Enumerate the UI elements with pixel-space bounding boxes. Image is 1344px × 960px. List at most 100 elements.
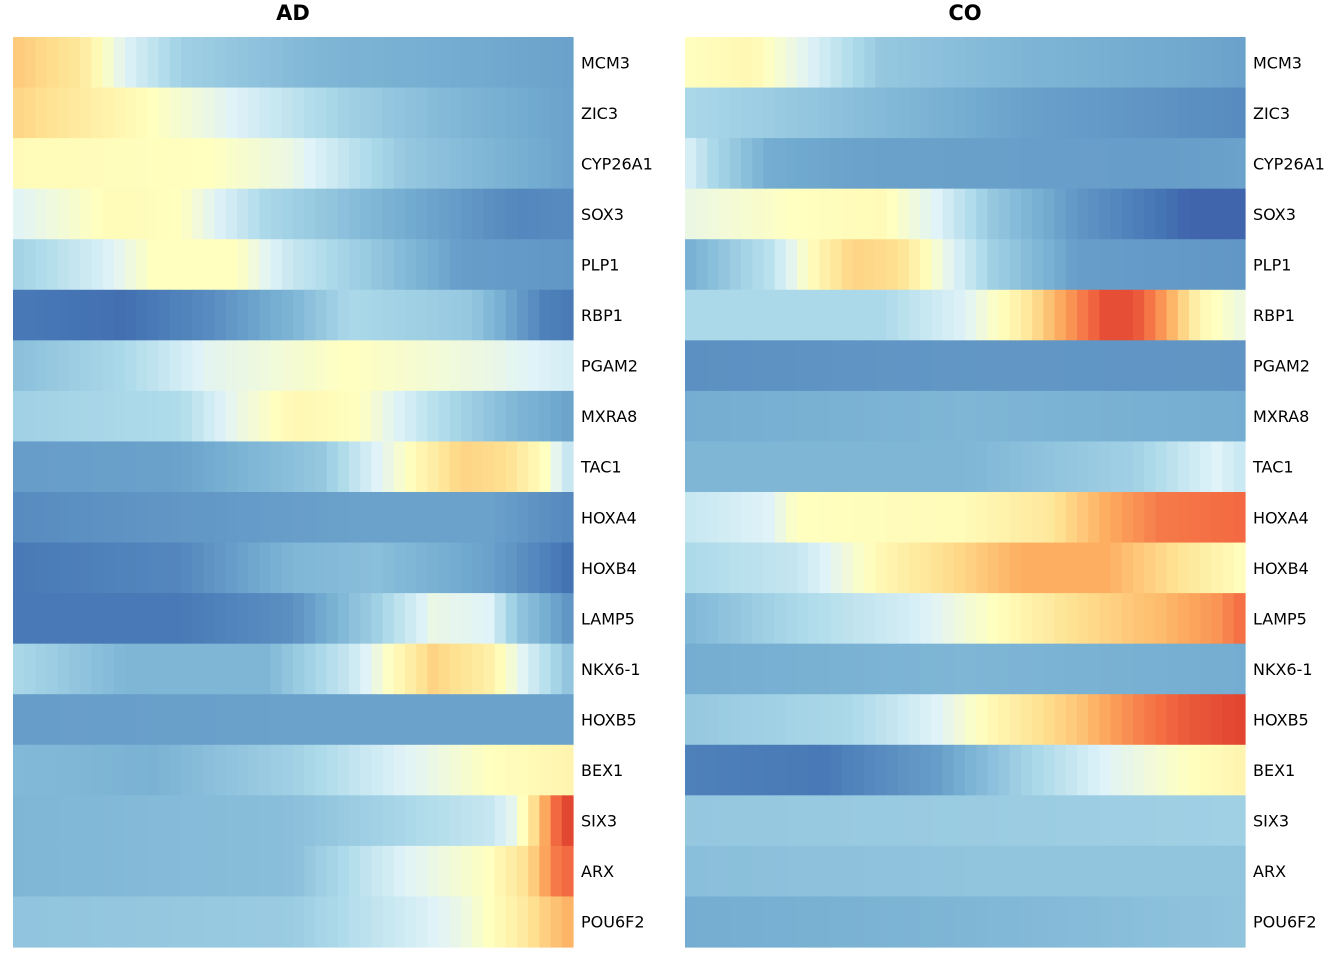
heatmap-cell-co-sox3-49 [1233,188,1246,240]
heatmap-cell-ad-tac1-24 [281,441,294,493]
heatmap-cell-ad-hoxb4-35 [405,542,417,594]
heatmap-cell-ad-nkx6-1-41 [472,643,484,695]
heatmap-cell-ad-hoxb4-24 [281,542,294,594]
heatmap-cell-ad-tac1-33 [382,441,395,493]
heatmap-cell-ad-tac1-32 [371,441,384,493]
heatmap-cell-ad-six3-17 [203,795,216,847]
heatmap-cell-co-plp1-7 [763,239,776,291]
heatmap-cell-ad-tac1-43 [494,441,507,493]
heatmap-cell-co-rbp1-0 [685,289,697,341]
heatmap-cell-co-arx-1 [696,845,708,898]
heatmap-cell-co-mxra8-2 [707,390,720,443]
heatmap-cell-co-six3-21 [920,795,932,847]
heatmap-cell-ad-six3-16 [192,795,204,847]
heatmap-cell-co-pgam2-0 [685,340,697,392]
heatmap-cell-co-sox3-31 [1032,188,1044,240]
heatmap-cell-ad-lamp5-21 [248,593,260,645]
heatmap-cell-co-hoxa4-28 [998,492,1011,544]
heatmap-cell-ad-zic3-14 [169,87,182,139]
heatmap-cell-co-hoxb5-12 [819,694,832,746]
heatmap-cell-co-pou6f2-7 [763,896,776,948]
heatmap-cell-co-six3-47 [1211,795,1224,847]
heatmap-cell-ad-mxra8-37 [427,390,440,443]
heatmap-cell-co-six3-48 [1222,795,1235,847]
heatmap-cell-ad-cyp26a1-23 [270,138,283,190]
heatmap-cell-co-cyp26a1-32 [1043,138,1056,190]
heatmap-cell-ad-pgam2-24 [281,340,294,392]
heatmap-cell-ad-tac1-49 [561,441,574,493]
heatmap-cell-co-hoxb4-33 [1054,542,1067,594]
heatmap-cell-ad-tac1-19 [225,441,238,493]
heatmap-cell-co-sox3-27 [987,188,1000,240]
heatmap-cell-co-pou6f2-15 [853,896,865,948]
heatmap-cell-ad-tac1-45 [517,441,529,493]
heatmap-cell-ad-six3-24 [281,795,294,847]
heatmap-cell-co-bex1-1 [696,744,708,796]
heatmap-cell-ad-bex1-17 [203,744,216,796]
heatmap-cell-co-mcm3-40 [1133,37,1145,89]
heatmap-cell-ad-six3-19 [225,795,238,847]
heatmap-cell-ad-mxra8-39 [449,390,462,443]
heatmap-cell-co-mxra8-41 [1144,390,1156,443]
heatmap-cell-ad-mcm3-26 [304,37,316,89]
heatmap-cell-co-sox3-6 [752,188,764,240]
heatmap-cell-co-pgam2-39 [1121,340,1134,392]
heatmap-cell-co-lamp5-7 [763,593,776,645]
heatmap-cell-ad-zic3-23 [270,87,283,139]
heatmap-cell-ad-mxra8-3 [46,390,59,443]
heatmap-cell-co-zic3-40 [1133,87,1145,139]
heatmap-cell-co-arx-39 [1121,845,1134,898]
heatmap-cell-co-nkx6-1-36 [1088,643,1100,695]
heatmap-cell-co-rbp1-14 [841,289,854,341]
heatmap-cell-ad-nkx6-1-7 [91,643,104,695]
heatmap-cell-co-pou6f2-41 [1144,896,1156,948]
heatmap-cell-co-plp1-35 [1077,239,1089,291]
heatmap-cell-ad-rbp1-6 [80,289,92,341]
heatmap-cell-co-lamp5-35 [1077,593,1089,645]
heatmap-cell-co-tac1-29 [1009,441,1022,493]
heatmap-cell-co-nkx6-1-10 [797,643,809,695]
heatmap-cell-ad-rbp1-5 [69,289,81,341]
gene-label-co-plp1: PLP1 [1253,256,1291,275]
heatmap-cell-co-hoxb5-45 [1189,694,1201,746]
heatmap-cell-co-cyp26a1-30 [1021,138,1033,190]
heatmap-cell-ad-arx-34 [393,845,406,898]
heatmap-cell-co-hoxa4-12 [819,492,832,544]
heatmap-cell-ad-arx-42 [483,845,496,898]
heatmap-cell-ad-hoxa4-14 [169,492,182,544]
heatmap-cell-ad-zic3-1 [24,87,36,139]
heatmap-cell-ad-rbp1-13 [158,289,171,341]
gene-label-co-mcm3: MCM3 [1253,53,1302,72]
heatmap-cell-ad-hoxb5-2 [35,694,48,746]
heatmap-cell-co-nkx6-1-24 [953,643,966,695]
gene-label-ad-zic3: ZIC3 [581,104,618,123]
heatmap-cell-ad-hoxa4-12 [147,492,160,544]
heatmap-cell-ad-nkx6-1-42 [483,643,496,695]
heatmap-cell-co-hoxb4-31 [1032,542,1044,594]
heatmap-cell-co-rbp1-9 [785,289,798,341]
heatmap-cell-co-bex1-6 [752,744,764,796]
heatmap-cell-co-hoxb4-43 [1166,542,1179,594]
heatmap-cell-ad-pgam2-25 [293,340,305,392]
heatmap-cell-ad-hoxb4-32 [371,542,384,594]
heatmap-cell-ad-pgam2-33 [382,340,395,392]
heatmap-cell-co-cyp26a1-11 [808,138,820,190]
heatmap-cell-co-mcm3-48 [1222,37,1235,89]
heatmap-cell-ad-sox3-15 [181,188,193,240]
heatmap-cell-co-pou6f2-0 [685,896,697,948]
heatmap-cell-co-cyp26a1-34 [1065,138,1078,190]
heatmap-cell-co-six3-27 [987,795,1000,847]
heatmap-cell-ad-nkx6-1-1 [24,643,36,695]
heatmap-cell-ad-zic3-26 [304,87,316,139]
heatmap-cell-ad-hoxb4-19 [225,542,238,594]
heatmap-cell-ad-hoxb5-14 [169,694,182,746]
heatmap-cell-co-rbp1-13 [830,289,843,341]
heatmap-cell-co-lamp5-0 [685,593,697,645]
heatmap-cell-ad-zic3-8 [102,87,115,139]
heatmap-cell-ad-mcm3-22 [259,37,272,89]
heatmap-cell-co-hoxa4-33 [1054,492,1067,544]
heatmap-cell-co-hoxa4-7 [763,492,776,544]
heatmap-cell-co-hoxa4-6 [752,492,764,544]
heatmap-cell-ad-plp1-19 [225,239,238,291]
heatmap-cell-ad-zic3-22 [259,87,272,139]
